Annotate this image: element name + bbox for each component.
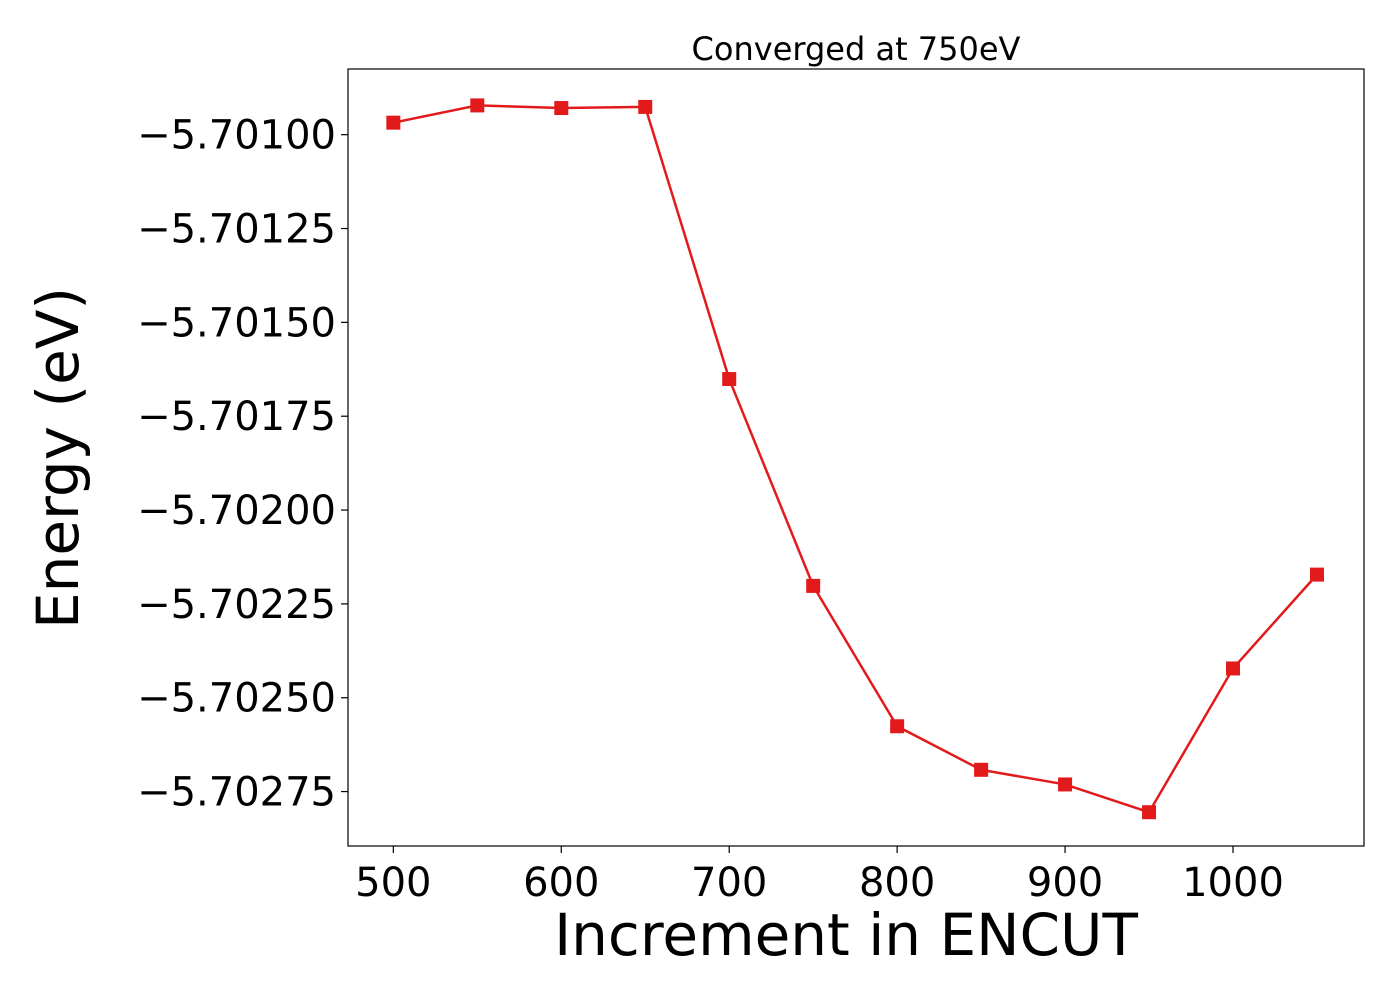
- data-point: [554, 101, 569, 116]
- x-tick-label: 600: [523, 860, 599, 906]
- y-tick-label: −5.70275: [137, 770, 336, 816]
- y-tick-label: −5.70150: [137, 300, 336, 346]
- x-tick-label: 800: [859, 860, 935, 906]
- y-axis-label: Energy (eV): [24, 287, 92, 629]
- data-point: [974, 762, 989, 777]
- series-layer: [386, 98, 1324, 820]
- x-tick-label: 500: [355, 860, 431, 906]
- y-tick-label: −5.70225: [137, 582, 336, 628]
- data-point: [386, 115, 401, 130]
- data-point: [890, 719, 905, 734]
- y-tick-label: −5.70125: [137, 207, 336, 253]
- chart-title: Converged at 750eV: [692, 30, 1021, 68]
- x-tick-label: 900: [1027, 860, 1103, 906]
- data-point: [1142, 805, 1157, 820]
- y-tick-label: −5.70100: [137, 113, 336, 159]
- x-axis-ticks: 500 600 700 800 900 1000: [355, 846, 1284, 906]
- data-point: [1309, 567, 1324, 582]
- data-point: [1058, 777, 1073, 792]
- y-tick-label: −5.70200: [137, 488, 336, 534]
- data-point: [722, 372, 737, 387]
- plot-frame: [347, 68, 1365, 847]
- y-tick-label: −5.70175: [137, 394, 336, 440]
- y-axis-ticks: −5.70100 −5.70125 −5.70150 −5.70175 −5.70200…: [137, 113, 348, 816]
- plot-background: [348, 69, 1364, 846]
- data-point: [1226, 661, 1241, 676]
- x-axis-label: Increment in ENCUT: [554, 901, 1138, 969]
- series-line: [393, 104, 1318, 814]
- data-point: [638, 99, 653, 114]
- data-point: [470, 98, 485, 113]
- data-point: [806, 578, 821, 593]
- y-tick-label: −5.70250: [137, 676, 336, 722]
- x-tick-label: 1000: [1182, 860, 1284, 906]
- x-tick-label: 700: [691, 860, 767, 906]
